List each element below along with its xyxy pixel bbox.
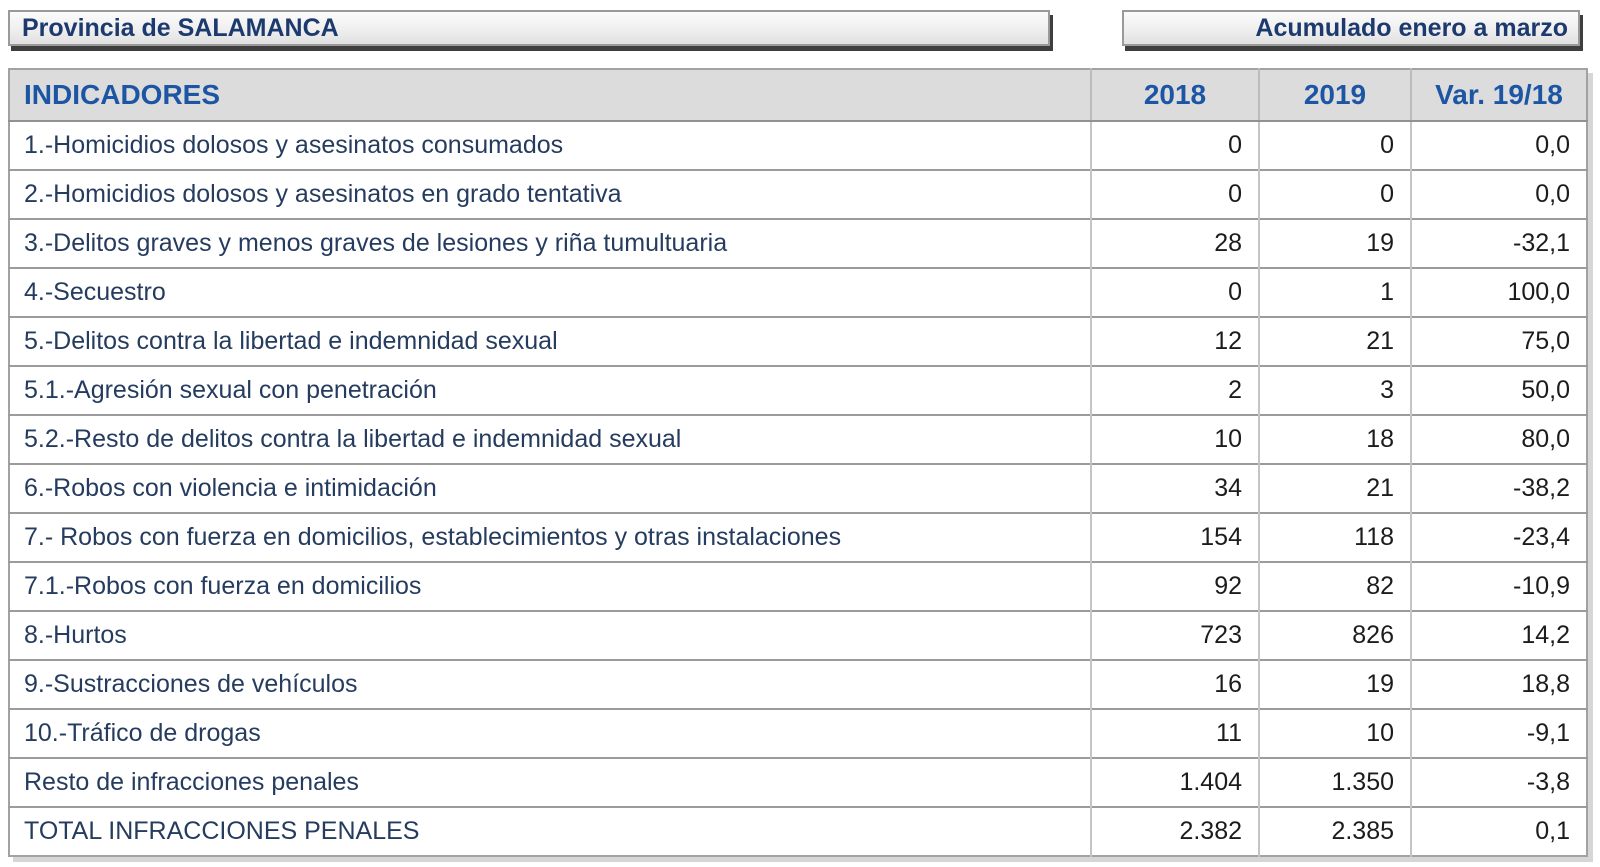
- period-header-box: Acumulado enero a marzo: [1122, 10, 1580, 46]
- value-2019: 19: [1258, 659, 1411, 709]
- value-2018: 34: [1090, 463, 1259, 513]
- value-2019: 1: [1258, 267, 1411, 317]
- indicator-label: 9.-Sustracciones de vehículos: [9, 659, 1091, 709]
- table-row: 5.1.-Agresión sexual con penetración 2 3…: [9, 365, 1587, 415]
- value-var-19-18: 75,0: [1410, 316, 1587, 366]
- indicator-label: 4.-Secuestro: [9, 267, 1091, 317]
- value-2019: 21: [1258, 316, 1411, 366]
- table-row: Resto de infracciones penales 1.404 1.35…: [9, 757, 1587, 807]
- value-var-19-18: 80,0: [1410, 414, 1587, 464]
- indicators-table: INDICADORES 2018 2019 Var. 19/18 1.-Homi…: [8, 68, 1588, 857]
- period-label: Acumulado enero a marzo: [1255, 13, 1568, 42]
- value-var-19-18: 100,0: [1410, 267, 1587, 317]
- value-2018: 0: [1090, 121, 1259, 170]
- value-var-19-18: 18,8: [1410, 659, 1587, 709]
- value-2019: 18: [1258, 414, 1411, 464]
- value-var-19-18: -23,4: [1410, 512, 1587, 562]
- column-header-2019: 2019: [1258, 69, 1411, 122]
- value-2018: 16: [1090, 659, 1259, 709]
- table-row: 7.1.-Robos con fuerza en domicilios 92 8…: [9, 561, 1587, 611]
- table-row: 1.-Homicidios dolosos y asesinatos consu…: [9, 121, 1587, 170]
- value-2018: 28: [1090, 218, 1259, 268]
- value-var-19-18: 50,0: [1410, 365, 1587, 415]
- value-2019: 826: [1258, 610, 1411, 660]
- indicator-label: 7.- Robos con fuerza en domicilios, esta…: [9, 512, 1091, 562]
- value-2018: 723: [1090, 610, 1259, 660]
- value-2019: 1.350: [1258, 757, 1411, 807]
- table-header-row: INDICADORES 2018 2019 Var. 19/18: [9, 69, 1587, 122]
- value-var-19-18: -3,8: [1410, 757, 1587, 807]
- indicator-label: Resto de infracciones penales: [9, 757, 1091, 807]
- value-2019: 0: [1258, 169, 1411, 219]
- value-2018: 12: [1090, 316, 1259, 366]
- indicator-label: 5.2.-Resto de delitos contra la libertad…: [9, 414, 1091, 464]
- table-row: 5.-Delitos contra la libertad e indemnid…: [9, 316, 1587, 366]
- value-var-19-18: -38,2: [1410, 463, 1587, 513]
- indicator-label: 1.-Homicidios dolosos y asesinatos consu…: [24, 131, 564, 159]
- province-header-box: Provincia de SALAMANCA: [8, 10, 1050, 46]
- value-2019: 118: [1258, 512, 1411, 562]
- value-2019: 10: [1258, 708, 1411, 758]
- value-2019: 82: [1258, 561, 1411, 611]
- indicator-label: 3.-Delitos graves y menos graves de lesi…: [9, 218, 1091, 268]
- table-row: 8.-Hurtos 723 826 14,2: [9, 610, 1587, 660]
- table-row: TOTAL INFRACCIONES PENALES 2.382 2.385 0…: [9, 806, 1587, 856]
- value-2018: 2.382: [1090, 806, 1259, 856]
- indicator-label: 10.-Tráfico de drogas: [9, 708, 1091, 758]
- value-var-19-18: 0,0: [1410, 121, 1587, 170]
- indicator-label: 5.-Delitos contra la libertad e indemnid…: [9, 316, 1091, 366]
- column-header-2018: 2018: [1090, 69, 1259, 122]
- table-row: 3.-Delitos graves y menos graves de lesi…: [9, 218, 1587, 268]
- value-2019: 3: [1258, 365, 1411, 415]
- value-var-19-18: 0,0: [1410, 169, 1587, 219]
- table-row: 7.- Robos con fuerza en domicilios, esta…: [9, 512, 1587, 562]
- column-header-var-19-18: Var. 19/18: [1410, 69, 1587, 122]
- value-2019: 0: [1258, 121, 1411, 170]
- value-var-19-18: 0,1: [1410, 806, 1587, 856]
- indicator-label: 8.-Hurtos: [9, 610, 1091, 660]
- indicator-label: TOTAL INFRACCIONES PENALES: [9, 806, 1091, 856]
- table-row: 4.-Secuestro 0 1 100,0: [9, 267, 1587, 317]
- value-var-19-18: 14,2: [1410, 610, 1587, 660]
- value-var-19-18: -10,9: [1410, 561, 1587, 611]
- table-row: 10.-Tráfico de drogas 11 10 -9,1: [9, 708, 1587, 758]
- indicator-label: 7.1.-Robos con fuerza en domicilios: [9, 561, 1091, 611]
- indicator-label: 2.-Homicidios dolosos y asesinatos en gr…: [9, 169, 1091, 219]
- indicator-label: 6.-Robos con violencia e intimidación: [9, 463, 1091, 513]
- value-2018: 92: [1090, 561, 1259, 611]
- value-var-19-18: -32,1: [1410, 218, 1587, 268]
- table-row: 2.-Homicidios dolosos y asesinatos en gr…: [9, 169, 1587, 219]
- value-2018: 154: [1090, 512, 1259, 562]
- table-row: 9.-Sustracciones de vehículos 16 19 18,8: [9, 659, 1587, 709]
- value-2018: 1.404: [1090, 757, 1259, 807]
- value-2018: 2: [1090, 365, 1259, 415]
- value-2019: 19: [1258, 218, 1411, 268]
- table-row: 5.2.-Resto de delitos contra la libertad…: [9, 414, 1587, 464]
- value-2018: 10: [1090, 414, 1259, 464]
- value-2018: 11: [1090, 708, 1259, 758]
- column-header-indicadores: INDICADORES: [9, 69, 1091, 122]
- table-row: 6.-Robos con violencia e intimidación 34…: [9, 463, 1587, 513]
- value-var-19-18: -9,1: [1410, 708, 1587, 758]
- indicator-label: 5.1.-Agresión sexual con penetración: [9, 365, 1091, 415]
- value-2019: 2.385: [1258, 806, 1411, 856]
- value-2019: 21: [1258, 463, 1411, 513]
- value-2018: 0: [1090, 267, 1259, 317]
- value-2018: 0: [1090, 169, 1259, 219]
- province-label: Provincia de SALAMANCA: [22, 13, 339, 42]
